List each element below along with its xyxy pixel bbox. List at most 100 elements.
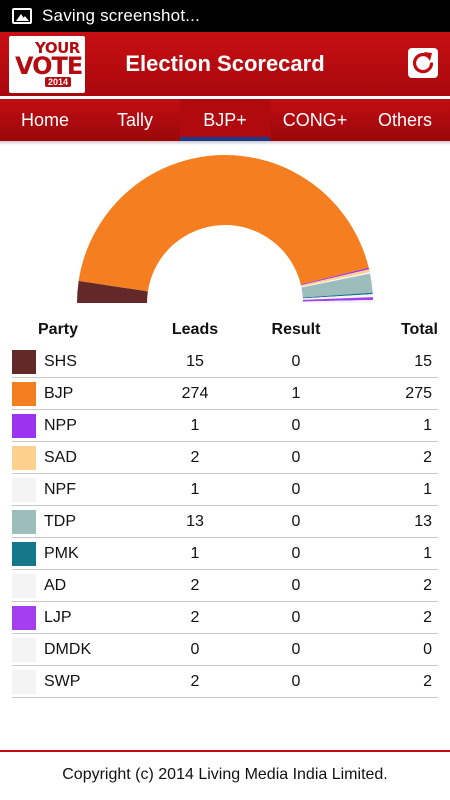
results-table: Party Leads Result Total SHS 15 0 15 BJP… xyxy=(12,314,438,698)
leads-header: Leads xyxy=(171,321,219,338)
chart-slice-bjp xyxy=(78,155,369,292)
tab-tally[interactable]: Tally xyxy=(116,109,153,130)
result-value: 0 xyxy=(246,505,346,538)
footer-copyright: Copyright (c) 2014 Living Media India Li… xyxy=(62,766,388,783)
chart-slice-ljp xyxy=(302,297,373,302)
party-color-swatch xyxy=(12,509,36,534)
table-row: NPF 1 0 1 xyxy=(12,473,438,506)
leads-value: 0 xyxy=(144,633,246,666)
tab-shadow xyxy=(0,141,450,145)
party-color-swatch xyxy=(12,573,36,598)
party-color-swatch xyxy=(12,445,36,470)
tab-home[interactable]: Home xyxy=(20,109,69,130)
party-name: NPP xyxy=(44,409,144,442)
party-name: BJP xyxy=(44,377,144,410)
result-value: 0 xyxy=(246,633,346,666)
total-value: 275 xyxy=(346,377,438,410)
total-value: 1 xyxy=(346,409,438,442)
party-color-swatch xyxy=(12,477,36,502)
status-bar: Saving screenshot... xyxy=(0,0,450,32)
party-name: TDP xyxy=(44,505,144,538)
leads-value: 1 xyxy=(144,409,246,442)
leads-value: 2 xyxy=(144,665,246,698)
result-value: 0 xyxy=(246,601,346,634)
table-row: SHS 15 0 15 xyxy=(12,346,438,378)
table-row: NPP 1 0 1 xyxy=(12,409,438,442)
total-value: 0 xyxy=(346,633,438,666)
footer-divider xyxy=(0,750,450,752)
page-title: Election Scorecard xyxy=(125,51,325,76)
party-name: SAD xyxy=(44,441,144,474)
result-value: 0 xyxy=(246,409,346,442)
tab-bar: Home Tally BJP+ CONG+ Others xyxy=(0,99,450,141)
chart-slice-pmk xyxy=(302,292,373,299)
party-name: AD xyxy=(44,569,144,602)
result-value: 0 xyxy=(246,569,346,602)
leads-value: 274 xyxy=(144,377,246,410)
party-color-swatch xyxy=(12,669,36,694)
app-bar: YOUR VOTE 2014 Election Scorecard xyxy=(0,32,450,96)
party-color-swatch xyxy=(12,349,36,374)
total-value: 2 xyxy=(346,441,438,474)
result-value: 0 xyxy=(246,473,346,506)
result-value: 0 xyxy=(246,537,346,570)
total-value: 1 xyxy=(346,473,438,506)
leads-value: 13 xyxy=(144,505,246,538)
total-value: 2 xyxy=(346,601,438,634)
leads-value: 2 xyxy=(144,569,246,602)
refresh-icon xyxy=(412,52,434,74)
seat-share-chart xyxy=(77,155,373,303)
total-value: 2 xyxy=(346,665,438,698)
result-header: Result xyxy=(271,321,321,338)
table-header-row: Party Leads Result Total xyxy=(12,314,438,346)
result-value: 0 xyxy=(246,665,346,698)
total-header: Total xyxy=(400,321,438,338)
party-color-swatch xyxy=(12,637,36,662)
chart-slice-tdp xyxy=(301,273,373,298)
chart-slice-sad xyxy=(300,269,370,287)
party-name: NPF xyxy=(44,473,144,506)
party-color-swatch xyxy=(12,541,36,566)
party-header: Party xyxy=(38,321,79,338)
app-logo: YOUR VOTE 2014 xyxy=(9,36,85,93)
chart-slice-npp xyxy=(300,267,370,286)
party-name: SWP xyxy=(44,665,144,698)
table-row: DMDK 0 0 0 xyxy=(12,633,438,666)
tab-bjp-plus[interactable]: BJP+ xyxy=(180,99,270,141)
party-color-swatch xyxy=(12,605,36,630)
total-value: 1 xyxy=(346,537,438,570)
result-value: 0 xyxy=(246,441,346,474)
party-color-swatch xyxy=(12,413,36,438)
party-name: SHS xyxy=(44,346,144,378)
leads-value: 1 xyxy=(144,537,246,570)
table-row: LJP 2 0 2 xyxy=(12,601,438,634)
table-row: BJP 274 1 275 xyxy=(12,377,438,410)
total-value: 13 xyxy=(346,505,438,538)
table-row: AD 2 0 2 xyxy=(12,569,438,602)
result-value: 1 xyxy=(246,377,346,410)
party-color-swatch xyxy=(12,381,36,406)
leads-value: 2 xyxy=(144,601,246,634)
tab-others[interactable]: Others xyxy=(377,109,433,130)
table-row: PMK 1 0 1 xyxy=(12,537,438,570)
leads-value: 1 xyxy=(144,473,246,506)
chart-slice-shs xyxy=(77,280,148,303)
table-row: SWP 2 0 2 xyxy=(12,665,438,698)
total-value: 15 xyxy=(346,346,438,378)
table-row: SAD 2 0 2 xyxy=(12,441,438,474)
leads-value: 15 xyxy=(144,346,246,378)
result-value: 0 xyxy=(246,346,346,378)
chart-slice-npf xyxy=(301,272,371,288)
chart-slice-ad xyxy=(302,294,373,300)
image-icon xyxy=(12,8,32,24)
refresh-button[interactable] xyxy=(408,48,438,78)
total-value: 2 xyxy=(346,569,438,602)
status-notification: Saving screenshot... xyxy=(42,6,201,25)
tab-cong-plus[interactable]: CONG+ xyxy=(282,109,348,130)
party-name: DMDK xyxy=(44,633,144,666)
party-name: PMK xyxy=(44,537,144,570)
table-row: TDP 13 0 13 xyxy=(12,505,438,538)
leads-value: 2 xyxy=(144,441,246,474)
chart-slice-swp xyxy=(302,300,373,303)
party-name: LJP xyxy=(44,601,144,634)
